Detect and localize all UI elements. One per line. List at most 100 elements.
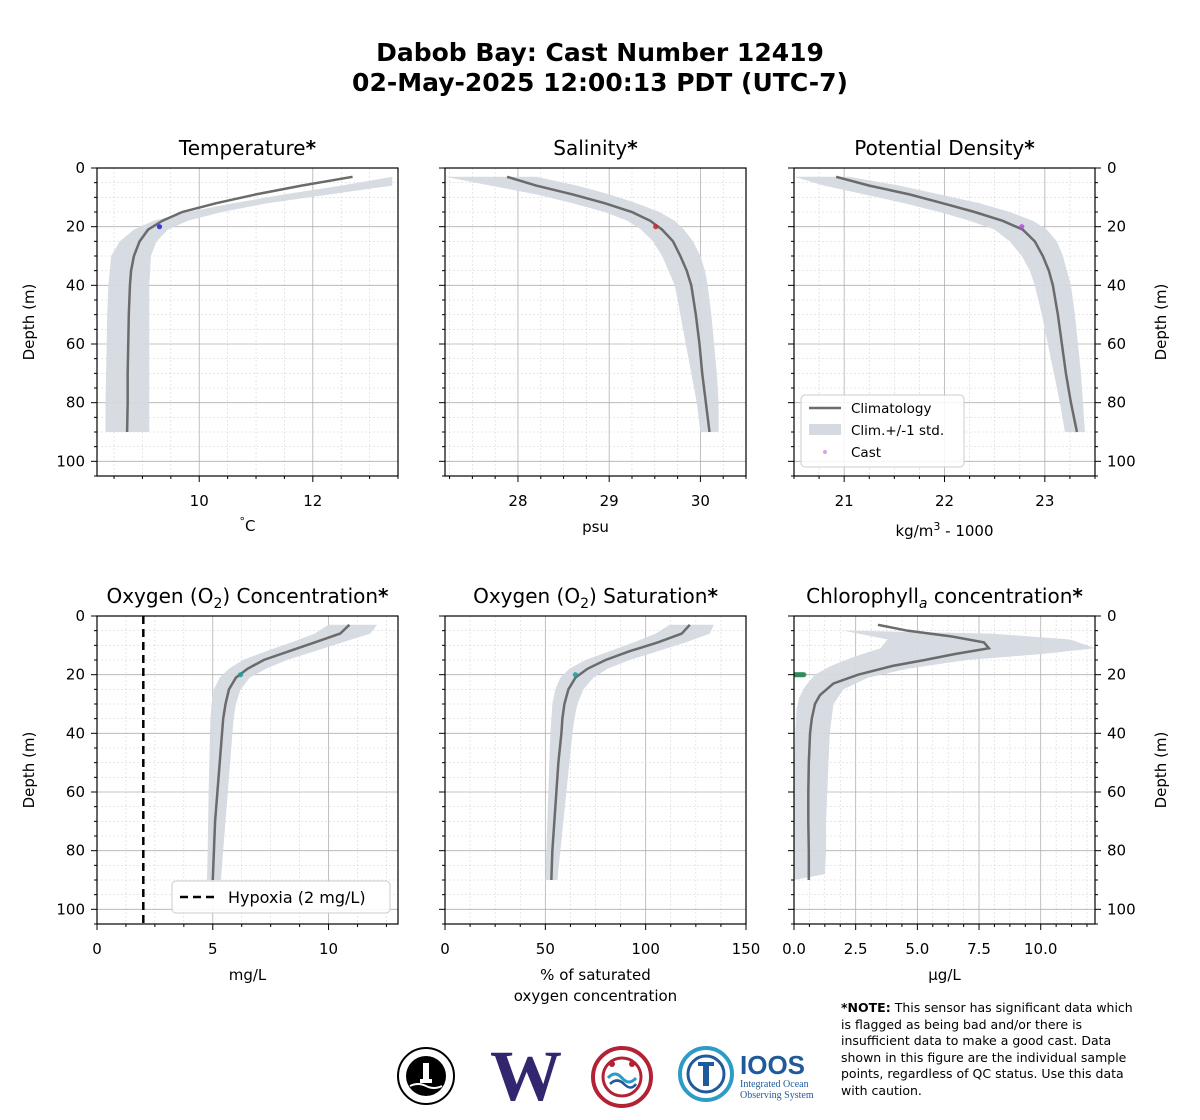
x-tick-label: 150 [732, 940, 761, 958]
panel-title: Salinity* [553, 136, 638, 160]
x-tick-label: 30 [691, 492, 710, 510]
y-tick-label: 60 [66, 335, 85, 353]
panel-title: Chlorophylla concentration* [806, 584, 1083, 612]
x-tick-label: 21 [835, 492, 854, 510]
y-tick-label: 20 [66, 218, 85, 236]
legend-box [800, 394, 965, 468]
x-axis-label: mg/L [229, 966, 267, 984]
plot-area [142, 616, 378, 924]
bpl-seal-logo [397, 1047, 455, 1105]
panel-title: Potential Density* [854, 136, 1035, 160]
panel-6: 0.0 2.5 5.0 7.5 10.0 0 20 40 60 80 100 Depth (m) Chl… [782, 584, 1170, 984]
x-tick-label: 23 [1035, 492, 1054, 510]
y-tick-label: 60 [66, 783, 85, 801]
panel-2: 28 29 30 Salinity* psu [439, 136, 747, 536]
x-axis-label-line-1: % of saturated [540, 966, 651, 984]
climatology-std-band [794, 630, 1095, 880]
climatology-line [125, 175, 353, 433]
axes-frame [793, 615, 1096, 925]
x-tick-label: 0 [92, 940, 102, 958]
y-tick-label: 100 [56, 900, 85, 918]
panel-title: Oxygen (O2) Concentration* [106, 584, 389, 612]
legend: Hypoxia (2 mg/L) [171, 880, 391, 914]
x-axis-label: μg/L [928, 966, 961, 984]
x-tick-label: 12 [303, 492, 322, 510]
legend-cast-label: Cast [851, 445, 881, 461]
legend-hypoxia-label: Hypoxia (2 mg/L) [228, 888, 366, 907]
plot-area [794, 175, 1085, 433]
climatology-line [835, 175, 1079, 433]
legend-box [171, 880, 391, 914]
panel-1: 10 12 0 20 40 60 80 100 Depth (m) Temperature* °C [20, 136, 399, 535]
x-tick-label: 10.0 [1024, 940, 1057, 958]
panel-3: 21 22 23 0 20 40 60 80 100 Depth (m) Potential Den… [788, 136, 1170, 540]
x-axis-label: psu [582, 518, 609, 536]
x-axis-label: kg/m3 - 1000 [896, 520, 994, 540]
x-tick-label: 5.0 [905, 940, 929, 958]
y-tick-label: 0 [75, 159, 85, 177]
plot-area [445, 175, 719, 433]
axes-frame [96, 615, 399, 925]
y-axis-label: Depth (m) [1152, 732, 1170, 809]
x-axis-label: °C [240, 515, 256, 535]
note-label: *NOTE: [841, 1000, 891, 1015]
legend: Climatology Clim.+/-1 std. Cast [800, 394, 965, 468]
x-tick-label: 10 [190, 492, 209, 510]
legend-cast-swatch [823, 450, 827, 454]
y-tick-label: 40 [66, 276, 85, 294]
x-tick-label: 0 [440, 940, 450, 958]
x-tick-label: 50 [536, 940, 555, 958]
ioos-logo: IOOS Integrated Ocean Observing System [678, 1046, 814, 1102]
x-tick-label: 10 [319, 940, 338, 958]
y-tick-label: 100 [1107, 900, 1136, 918]
y-tick-label: 0 [1107, 159, 1117, 177]
figure-title-line-1: Dabob Bay: Cast Number 12419 [376, 38, 824, 67]
x-tick-label: 28 [508, 492, 527, 510]
y-tick-label: 0 [1107, 607, 1117, 625]
x-tick-label: 2.5 [844, 940, 868, 958]
y-tick-label: 60 [1107, 783, 1126, 801]
cast-point [1019, 224, 1025, 230]
cast-point [572, 672, 579, 678]
y-tick-label: 40 [1107, 276, 1126, 294]
y-tick-label: 20 [1107, 666, 1126, 684]
x-tick-label: 7.5 [967, 940, 991, 958]
x-tick-label: 22 [935, 492, 954, 510]
x-tick-label: 0.0 [782, 940, 806, 958]
y-axis-label: Depth (m) [1152, 284, 1170, 361]
uw-logo: W [490, 1044, 562, 1106]
panel-title: Oxygen (O2) Saturation* [473, 584, 718, 612]
ioos-subtitle-1: Integrated Ocean [740, 1079, 809, 1090]
plot-area [794, 623, 1095, 880]
cast-point [156, 224, 163, 230]
note-text: This sensor has significant data which i… [841, 1000, 1133, 1098]
x-tick-label: 5 [208, 940, 218, 958]
climatology-line [550, 623, 691, 881]
legend-band-swatch [809, 424, 841, 435]
y-tick-label: 60 [1107, 335, 1126, 353]
y-tick-label: 0 [75, 607, 85, 625]
panel-title: Temperature* [178, 136, 317, 160]
y-axis-label: Depth (m) [20, 732, 38, 809]
y-tick-label: 20 [1107, 218, 1126, 236]
salish-art-logo [591, 1046, 653, 1108]
y-tick-label: 80 [1107, 394, 1126, 412]
plot-area [545, 623, 714, 881]
y-tick-label: 40 [66, 724, 85, 742]
axes-frame [444, 167, 747, 477]
y-tick-label: 80 [66, 394, 85, 412]
grid [445, 616, 746, 924]
climatology-line [506, 175, 711, 433]
y-tick-label: 100 [56, 452, 85, 470]
climatology-std-band [105, 176, 393, 432]
y-tick-label: 20 [66, 666, 85, 684]
panel-5: 0 50 100 150 Oxygen (O2) Saturation* % of sat… [439, 584, 760, 1005]
y-tick-label: 80 [1107, 842, 1126, 860]
y-tick-label: 40 [1107, 724, 1126, 742]
x-tick-label: 100 [631, 940, 660, 958]
y-axis-label: Depth (m) [20, 284, 38, 361]
axes-frame [96, 167, 399, 477]
legend-band-label: Clim.+/-1 std. [851, 423, 944, 439]
